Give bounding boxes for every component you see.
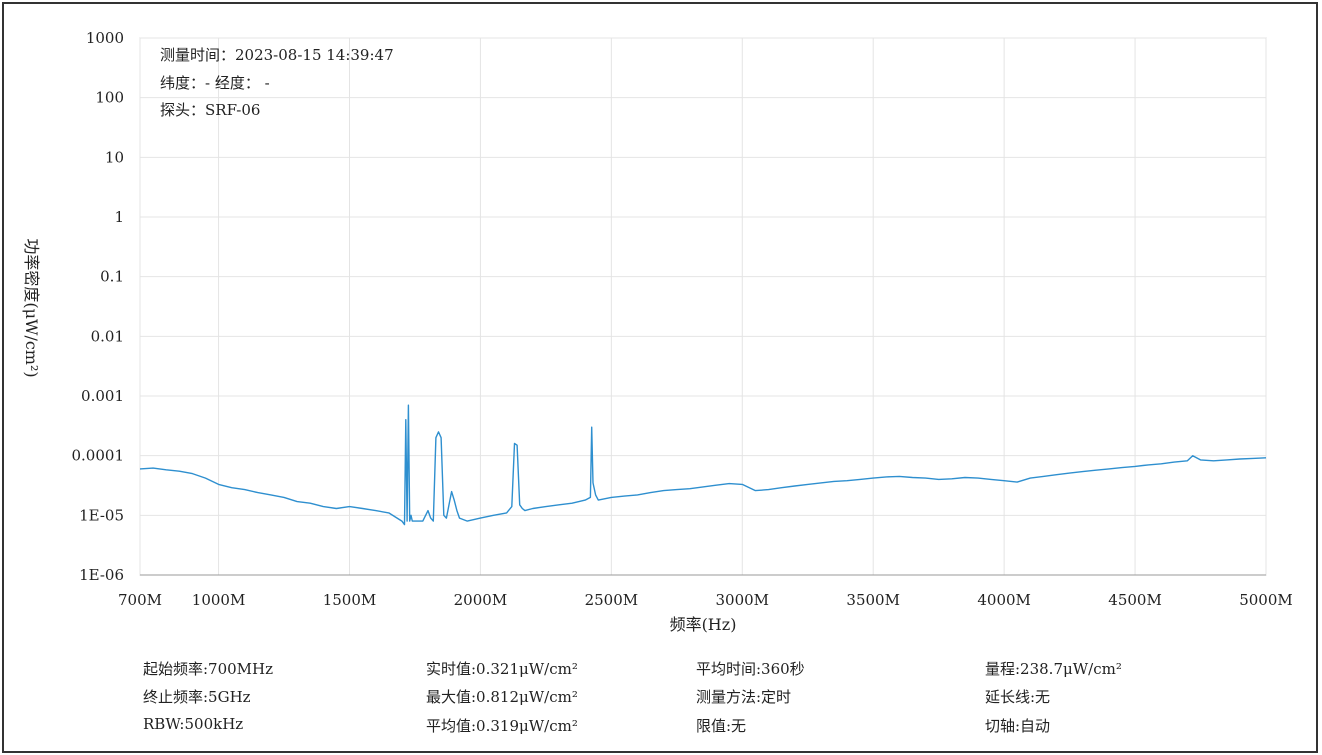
axis-switch: 切轴:自动 [985,717,1051,735]
y-axis-label: 功率密度(μW/cm²) [22,238,41,378]
coordinates-text: 纬度：- 经度： - [160,74,270,92]
realtime-value: 实时值:0.321μW/cm² [426,660,578,678]
x-tick-label: 4500M [1108,591,1162,609]
x-tick-label: 1000M [192,591,246,609]
y-tick-label: 1E-05 [79,506,124,524]
extension-line: 延长线:无 [985,688,1051,706]
limit-value: 限值:无 [696,717,747,735]
x-tick-label: 2500M [585,591,639,609]
x-tick-label: 700M [118,591,162,609]
max-value: 最大值:0.812μW/cm² [426,688,578,706]
x-tick-label: 3000M [716,591,770,609]
rbw-value: RBW:500kHz [143,715,244,733]
y-tick-label: 1000 [86,29,124,47]
y-tick-label: 10 [105,148,124,166]
x-tick-label: 4000M [977,591,1031,609]
y-tick-label: 100 [95,89,124,107]
start-frequency: 起始频率:700MHz [143,660,274,678]
spectrum-line [139,404,1267,526]
y-tick-label: 0.1 [100,268,124,286]
average-time: 平均时间:360秒 [696,660,805,678]
y-tick-label: 1E-06 [79,566,124,584]
x-tick-label: 1500M [323,591,377,609]
y-tick-label: 0.001 [81,387,124,405]
range-value: 量程:238.7μW/cm² [985,660,1122,678]
x-axis-label: 频率(Hz) [670,615,737,634]
measure-time-text: 测量时间：2023-08-15 14:39:47 [160,46,394,64]
y-tick-label: 0.01 [91,327,124,345]
probe-text: 探头：SRF-06 [160,101,261,119]
x-tick-label: 5000M [1239,591,1293,609]
y-tick-label: 1 [114,208,124,226]
x-tick-label: 3500M [846,591,900,609]
measure-method: 测量方法:定时 [696,688,792,706]
stop-frequency: 终止频率:5GHz [143,688,251,706]
plot-area [139,37,1267,576]
x-tick-label: 2000M [454,591,508,609]
y-tick-label: 0.0001 [72,447,125,465]
average-value: 平均值:0.319μW/cm² [426,717,578,735]
